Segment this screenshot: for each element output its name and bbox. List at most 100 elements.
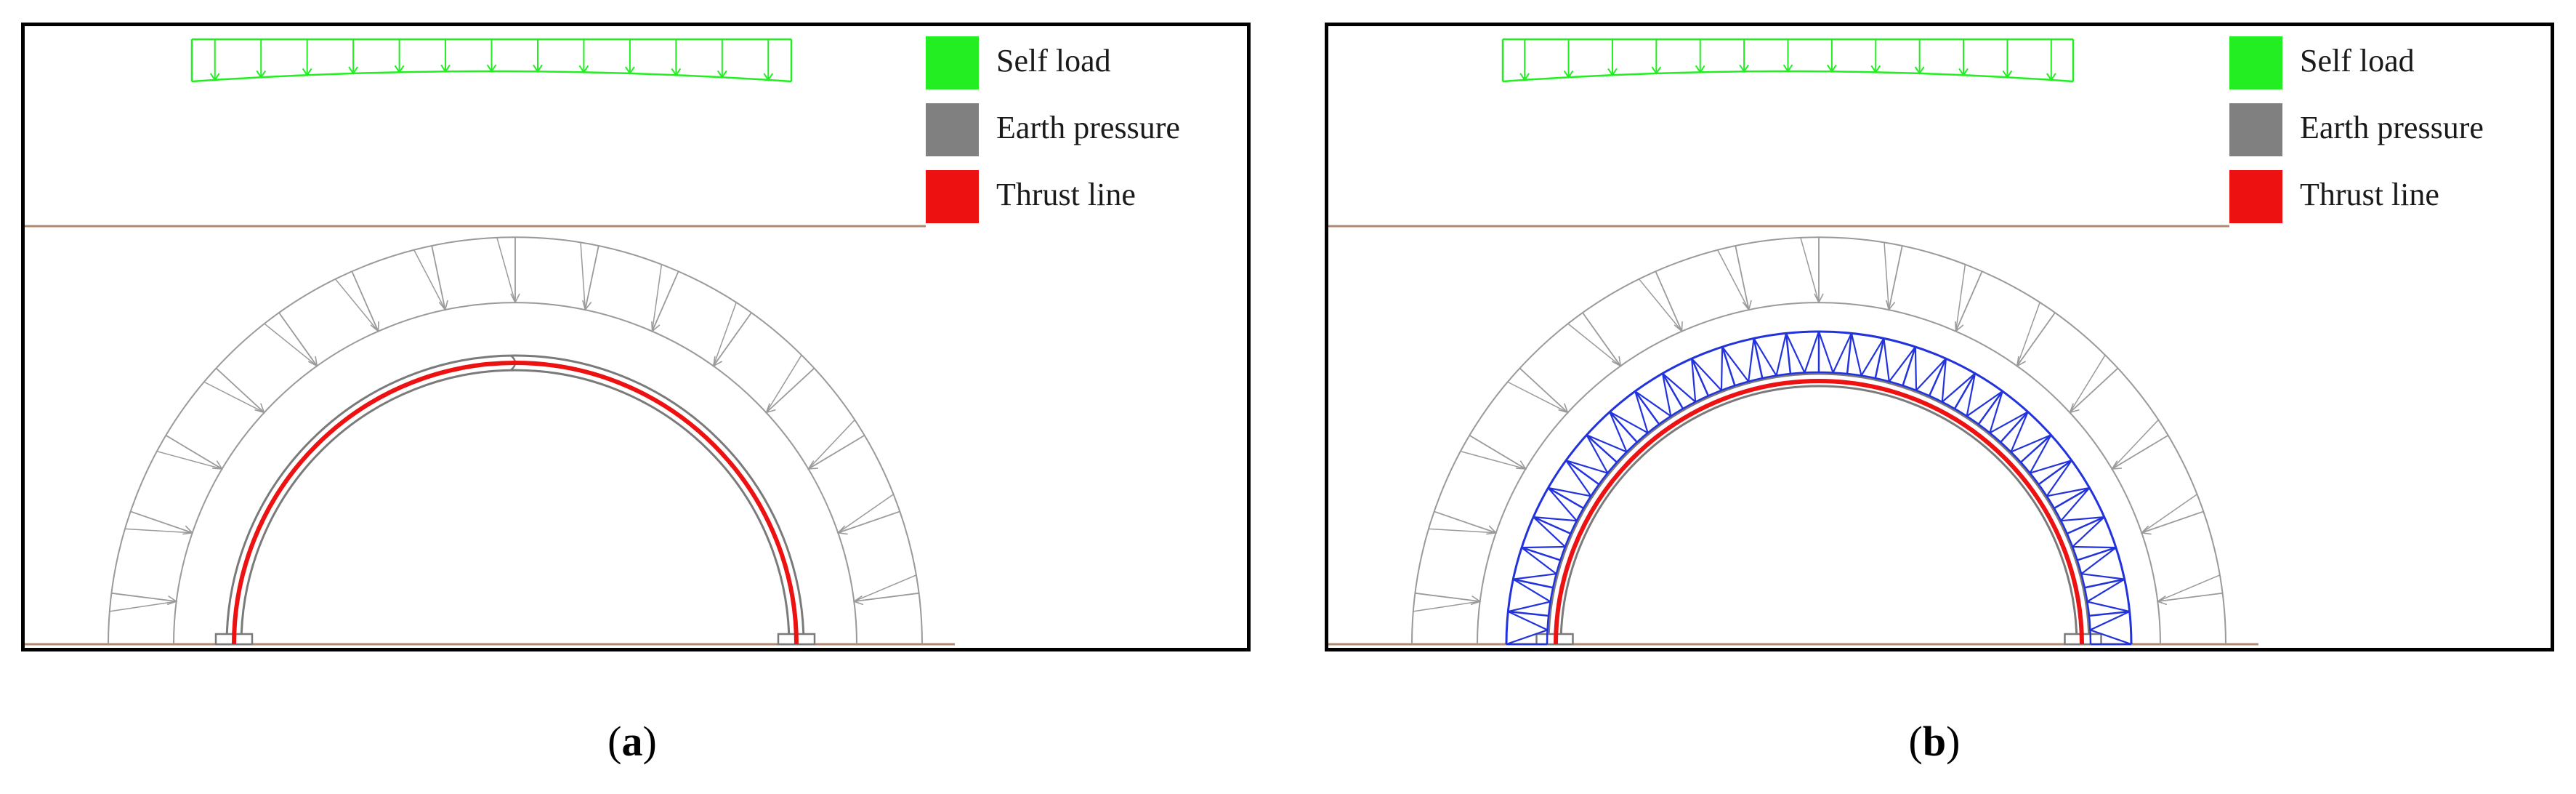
- earth-pressure-arrowhead: [1516, 460, 1527, 470]
- earth-pressure-arrow: [1519, 367, 1569, 414]
- truss-post: [2088, 610, 2130, 617]
- truss-post: [2038, 460, 2072, 486]
- truss-post: [1586, 434, 1618, 463]
- truss-post: [2054, 486, 2091, 510]
- truss-diagonal: [2061, 516, 2104, 522]
- earth-pressure-arrow: [2112, 435, 2169, 470]
- self-load-arrowhead: [302, 68, 312, 77]
- truss-diagonal: [1966, 390, 2003, 417]
- earth-pressure-hatch: [109, 601, 177, 612]
- self-load-arrowhead: [209, 73, 220, 81]
- self-load-arrowhead: [1519, 73, 1530, 81]
- earth-pressure-arrowhead: [2140, 525, 2152, 535]
- truss-post: [1661, 372, 1684, 409]
- earth-pressure-hatch: [1638, 278, 1682, 332]
- truss-diagonal: [1914, 347, 1918, 390]
- caption-letter: b: [1922, 718, 1947, 765]
- earth-pressure-hatch: [1413, 601, 1480, 612]
- truss-post: [1977, 390, 2003, 425]
- earth-pressure-hatch: [807, 419, 855, 470]
- earth-pressure-arrowhead: [2016, 356, 2027, 367]
- truss-diagonal: [1989, 411, 2029, 434]
- truss-diagonal: [1609, 412, 1628, 452]
- truss-post: [1609, 411, 1638, 443]
- earth-pressure-arrowhead: [438, 300, 448, 311]
- truss-diagonal: [1691, 358, 1697, 402]
- earth-pressure-hatch: [264, 323, 318, 366]
- truss-diagonal: [1512, 578, 1551, 603]
- earth-pressure-arrow: [765, 367, 815, 414]
- truss-diagonal: [1804, 331, 1820, 373]
- earth-pressure-arrow: [2016, 312, 2056, 366]
- truss-inner-chord: [1546, 371, 2092, 645]
- self-load-arrowhead: [1695, 65, 1705, 74]
- self-load-arrowhead: [1607, 68, 1618, 77]
- caption-a: (a): [607, 718, 657, 765]
- earth-pressure-hatch: [651, 264, 663, 332]
- truss-diagonal: [1753, 337, 1777, 377]
- arch-diagram-a: [25, 38, 955, 646]
- truss-diagonal: [1941, 358, 1947, 402]
- earth-pressure-arrow: [1434, 510, 1496, 534]
- self-load-arrowhead: [763, 73, 774, 81]
- earth-pressure-arrowhead: [1486, 525, 1498, 535]
- earth-pressure-arrowhead: [182, 525, 194, 535]
- self-load-arrowhead: [2002, 70, 2013, 79]
- caption-letter: a: [621, 718, 643, 765]
- truss-post: [2000, 411, 2029, 443]
- truss-post: [1721, 346, 1736, 386]
- self-load-arrowhead: [440, 64, 451, 73]
- truss-diagonal: [1817, 331, 1834, 373]
- legend-label: Self load: [2300, 43, 2415, 79]
- earth-pressure-swatch: [2229, 103, 2282, 156]
- earth-pressure-hatch: [713, 302, 737, 366]
- truss-diagonal: [1565, 460, 1592, 497]
- earth-pressure-arrow: [854, 592, 919, 602]
- truss-diagonal: [1533, 516, 1577, 522]
- self-load-arrowhead: [486, 64, 497, 73]
- truss-post: [1565, 460, 1600, 486]
- truss-diagonal: [2090, 629, 2132, 646]
- legend-label: Earth pressure: [996, 110, 1180, 145]
- earth-pressure-arrowhead: [307, 356, 318, 367]
- earth-pressure-arrowhead: [582, 300, 592, 311]
- legend-label: Thrust line: [2300, 177, 2439, 212]
- earth-pressure-arrow: [1415, 592, 1480, 602]
- self-load-arrowhead: [578, 65, 589, 74]
- earth-pressure-hatch: [203, 381, 265, 414]
- earth-pressure-hatch: [854, 574, 917, 602]
- arch-outer-edge: [1547, 372, 2091, 645]
- earth-pressure-arrow: [130, 510, 193, 534]
- self-load-arrowhead: [1870, 65, 1881, 74]
- truss-post: [1508, 610, 1549, 617]
- truss-diagonal: [2080, 547, 2117, 575]
- earth-pressure-arrow: [1955, 270, 1983, 332]
- truss-diagonal: [1507, 611, 1548, 631]
- earth-pressure-arrowhead: [2069, 403, 2080, 414]
- self-load-arrowhead: [1739, 64, 1749, 73]
- panel-b: Self load Earth pressure Thrust line: [1325, 23, 2554, 651]
- legend-label: Earth pressure: [2300, 110, 2484, 145]
- truss-diagonal: [2081, 573, 2125, 580]
- truss-post: [2077, 546, 2117, 561]
- earth-pressure-arrow: [2069, 367, 2119, 414]
- truss-diagonal: [1721, 346, 1750, 382]
- earth-pressure-arrow: [2141, 510, 2204, 534]
- truss-diagonal: [2010, 412, 2029, 452]
- truss-diagonal: [2072, 516, 2105, 548]
- earth-pressure-arrow: [111, 592, 177, 602]
- truss-diagonal: [1989, 390, 2003, 433]
- self-load-arrowhead: [1914, 66, 1925, 75]
- self-load-arrowhead: [1958, 68, 1969, 77]
- truss-diagonal: [1634, 390, 1671, 417]
- truss-diagonal: [2046, 486, 2090, 497]
- earth-pressure-arrowhead: [1814, 293, 1824, 304]
- earth-pressure-arrowhead: [1558, 403, 1569, 414]
- truss-diagonal: [1565, 460, 1608, 474]
- truss-diagonal: [1547, 487, 1578, 521]
- self-load-arrowhead: [716, 70, 727, 79]
- truss-diagonal: [1942, 372, 1976, 403]
- truss-diagonal: [2011, 434, 2051, 453]
- earth-pressure-arrowhead: [1955, 321, 1964, 333]
- truss-post: [1785, 333, 1792, 374]
